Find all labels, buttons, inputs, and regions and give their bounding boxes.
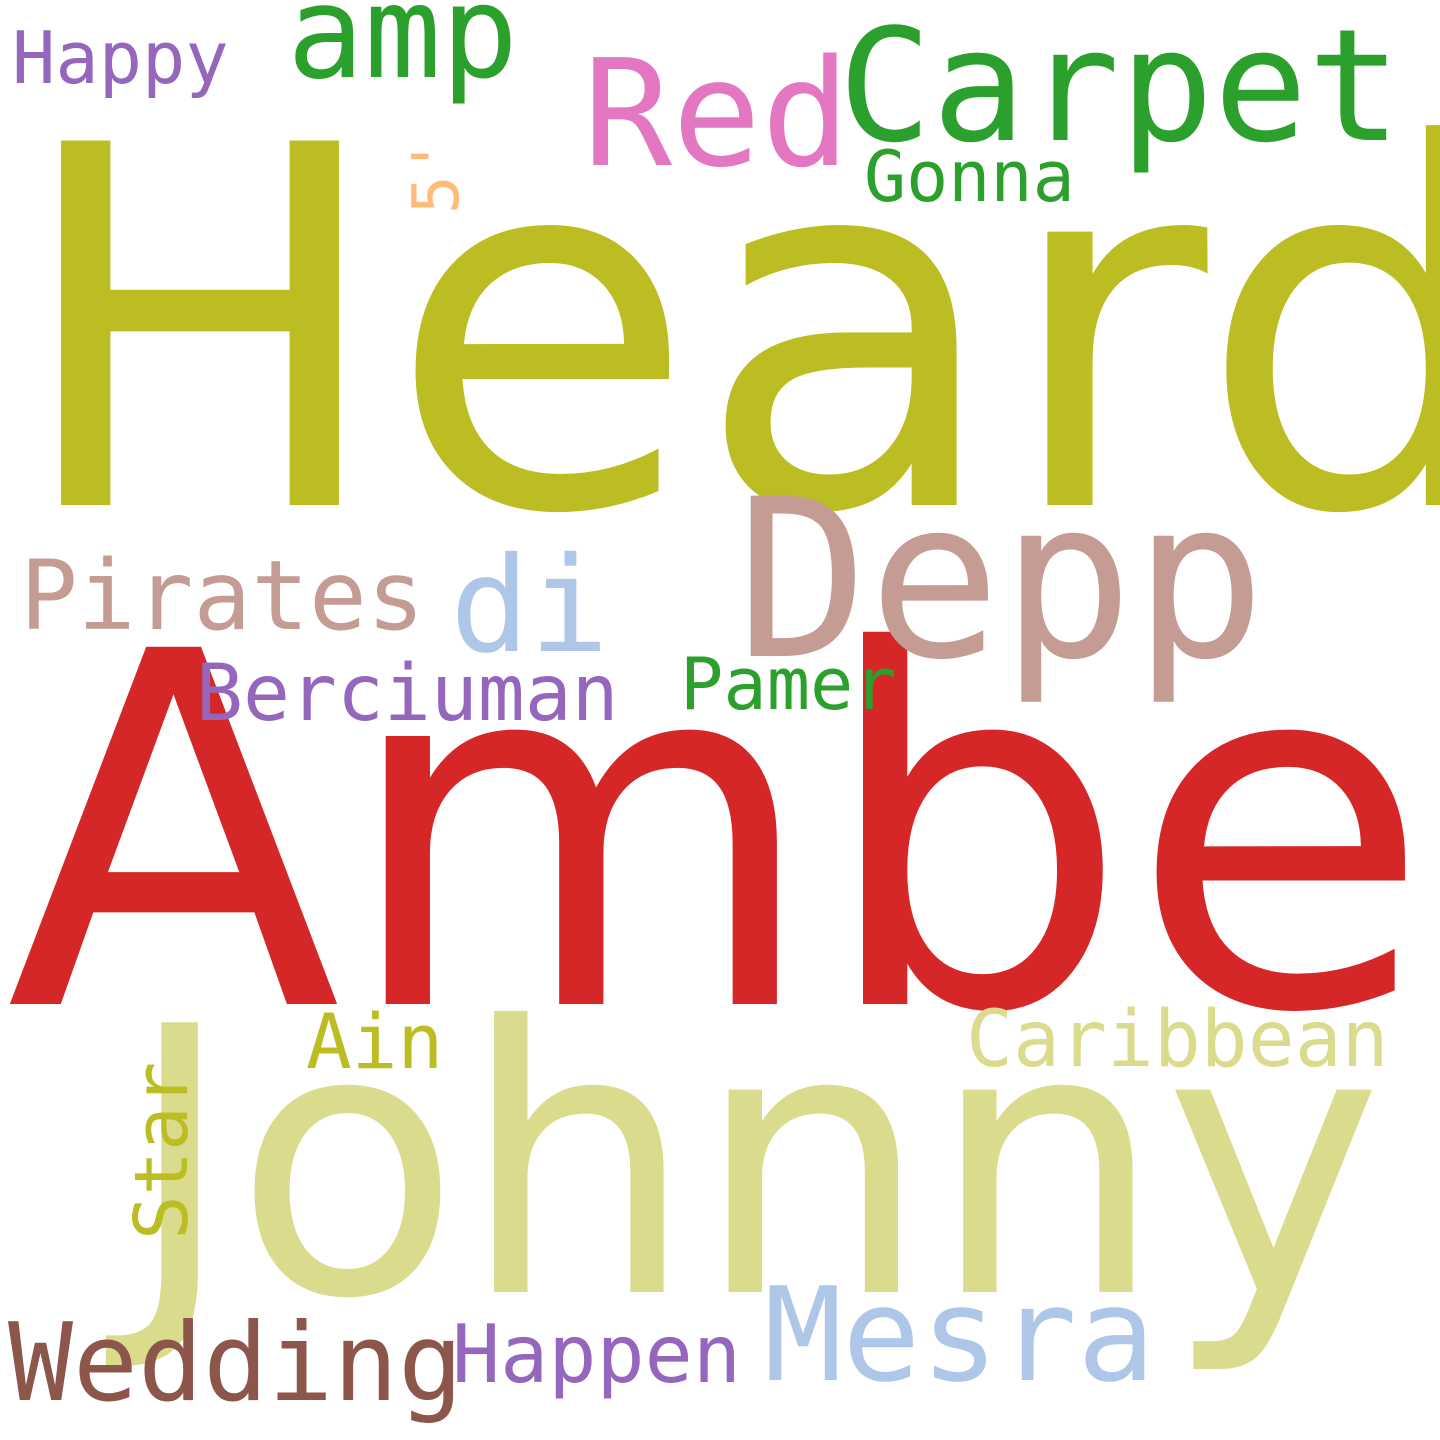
word-caribbean: Caribbean: [966, 995, 1389, 1085]
word-amber: Amber: [6, 549, 1440, 1120]
word-pamer: Pamer: [680, 642, 897, 726]
word-depp: Depp: [736, 452, 1266, 708]
word-di: di: [450, 529, 609, 683]
word-carpet: Carpet: [838, 0, 1402, 177]
word-happy: Happy: [12, 16, 229, 100]
word-5-apostrophe: 5': [400, 136, 474, 214]
word-berciuman: Berciuman: [196, 649, 619, 739]
word-johnny: Johnny: [125, 950, 1383, 1380]
word-star: Star: [119, 1061, 205, 1240]
word-heard: Heard: [12, 41, 1440, 623]
word-ain: Ain: [306, 997, 444, 1086]
word-happen: Happen: [452, 1308, 741, 1401]
word-red: Red: [583, 28, 851, 200]
word-gonna: Gonna: [864, 136, 1075, 218]
word-wedding: Wedding: [8, 1301, 464, 1426]
word-amp: amp: [287, 0, 519, 108]
word-pirates: Pirates: [20, 540, 425, 652]
word-mesra: Mesra: [764, 1259, 1156, 1411]
